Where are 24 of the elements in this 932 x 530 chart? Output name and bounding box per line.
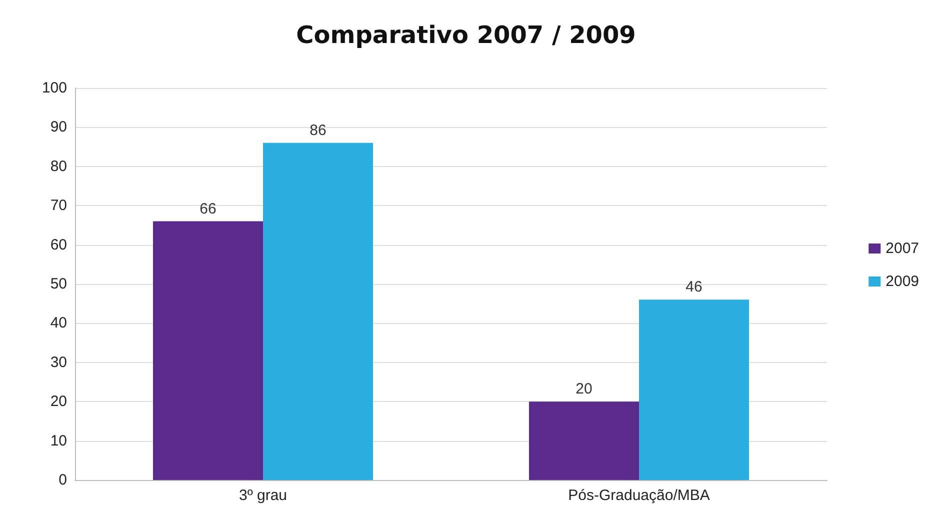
y-tick-label: 60 (50, 236, 67, 254)
y-tick-label: 80 (50, 158, 67, 175)
chart-title: Comparativo 2007 / 2009 (296, 21, 636, 49)
bar (153, 221, 263, 480)
y-tick-label: 90 (50, 118, 67, 136)
y-tick-label: 0 (58, 472, 67, 488)
bar (529, 402, 639, 480)
x-tick-label: 3º grau (238, 487, 288, 504)
y-tick-label: 30 (50, 354, 67, 371)
legend-label: 2009 (886, 273, 920, 290)
y-tick-label: 70 (50, 197, 67, 214)
data-label: 86 (310, 122, 326, 139)
y-tick-label: 40 (50, 314, 67, 332)
x-tick-label: Pós-Graduação/MBA (568, 487, 710, 504)
bar (263, 142, 373, 480)
bar (639, 300, 749, 480)
y-tick-label: 20 (50, 393, 67, 410)
y-tick-label: 100 (42, 80, 67, 96)
y-tick-label: 50 (50, 276, 67, 292)
data-label: 20 (576, 380, 592, 398)
y-tick-label: 10 (50, 432, 67, 450)
legend-label: 2007 (886, 240, 920, 257)
data-label: 66 (200, 200, 216, 218)
data-label: 46 (686, 278, 702, 296)
